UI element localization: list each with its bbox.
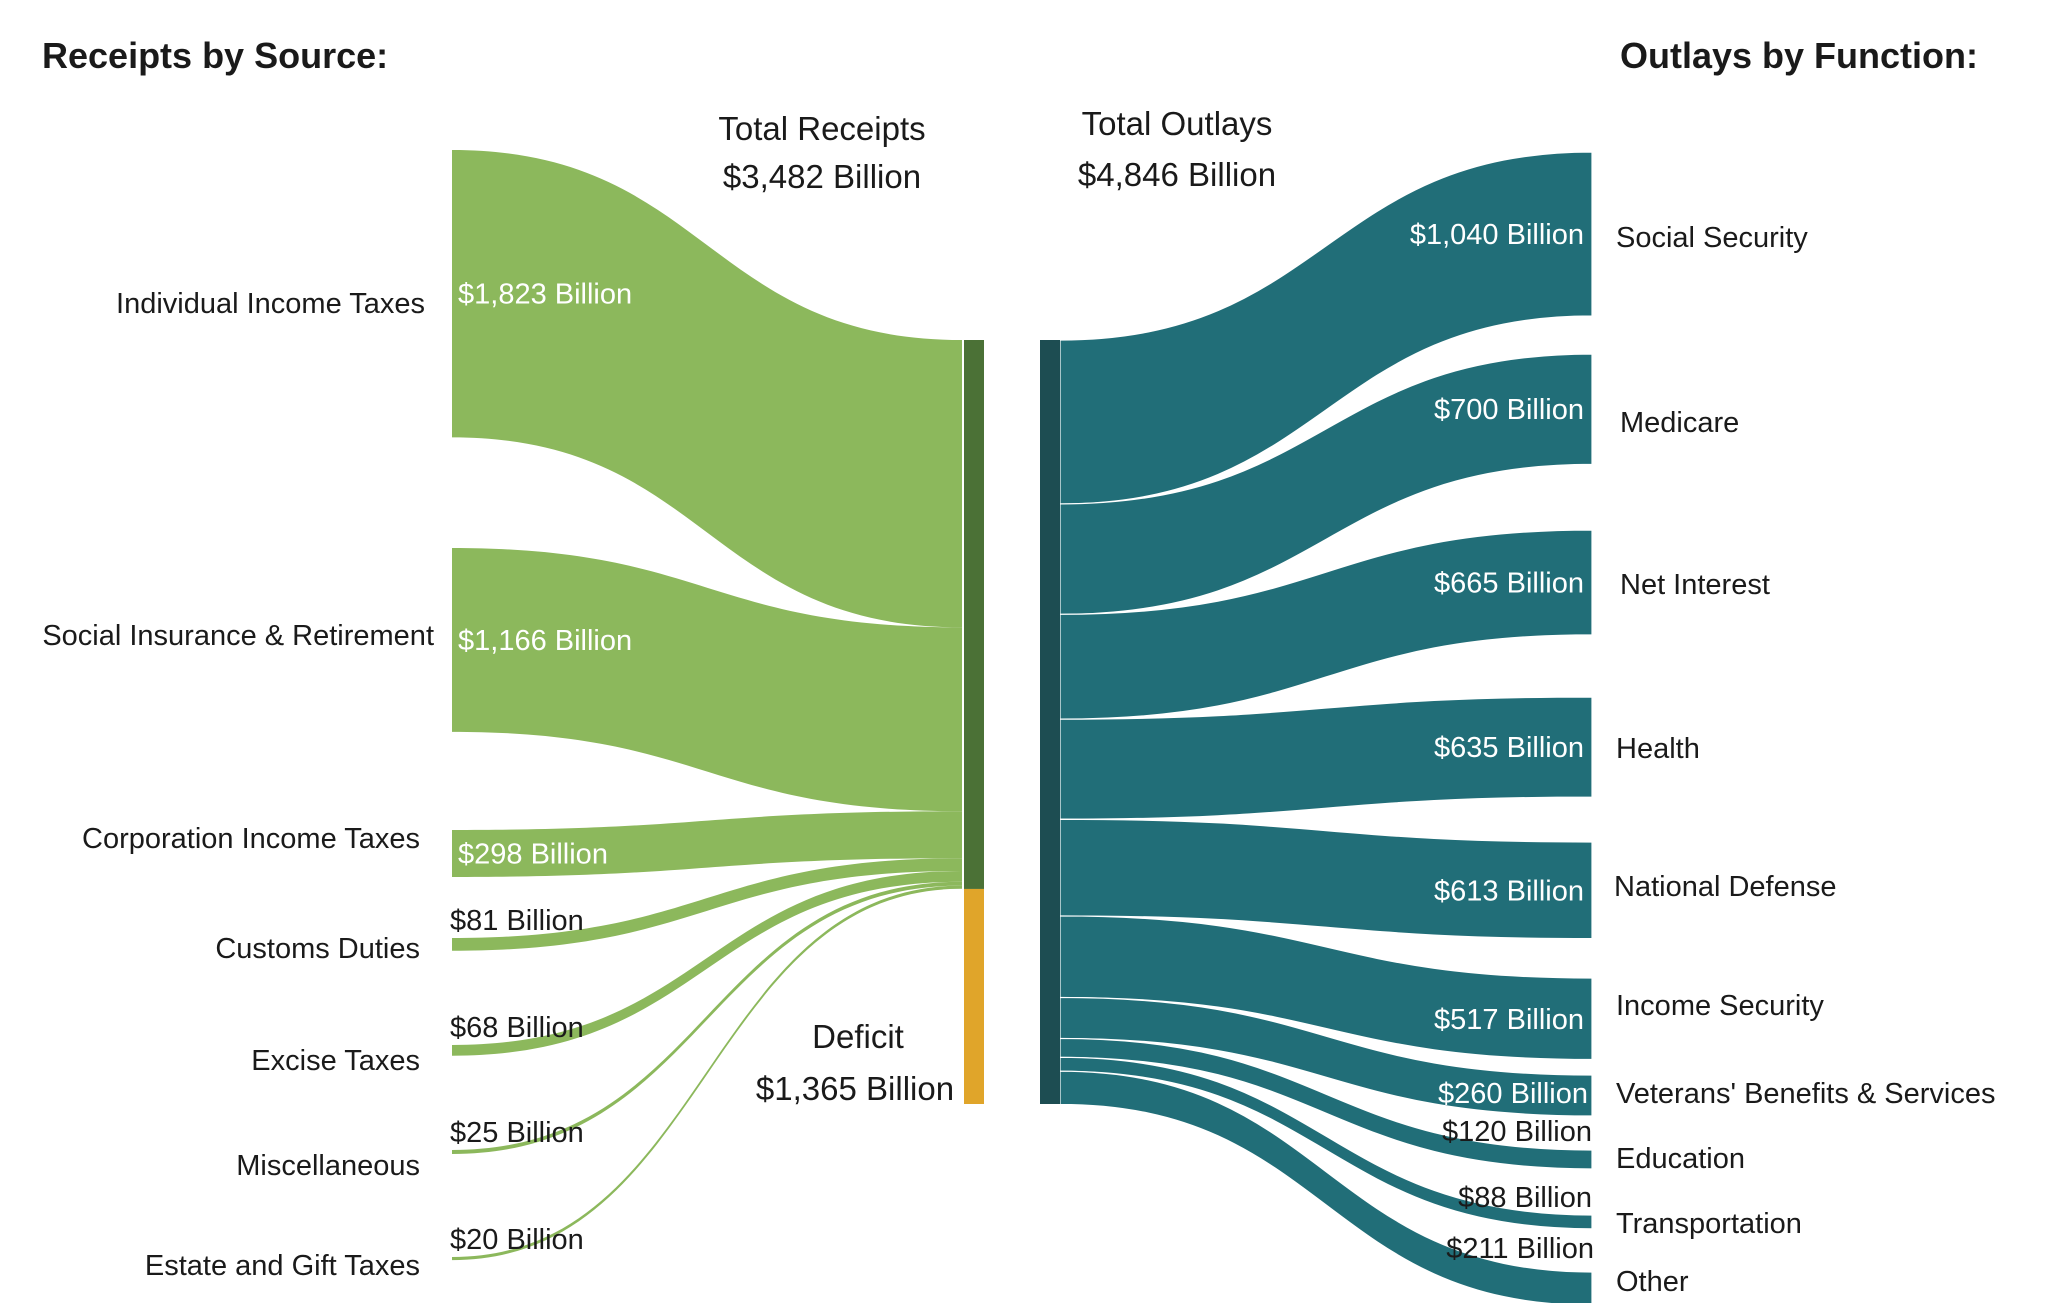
total-receipts-value: $3,482 Billion xyxy=(723,158,921,195)
outlay-flow-veterans-benefits-services xyxy=(1059,996,1593,1117)
receipt-name-customs-duties: Customs Duties xyxy=(215,933,420,965)
receipt-name-corporation-income-taxes: Corporation Income Taxes xyxy=(82,823,420,855)
outlay-name-education: Education xyxy=(1616,1143,1745,1175)
receipt-name-estate-and-gift-taxes: Estate and Gift Taxes xyxy=(145,1250,420,1282)
outlay-flow-income-security xyxy=(1059,915,1593,1061)
receipt-name-excise-taxes: Excise Taxes xyxy=(251,1045,420,1077)
outlay-name-other: Other xyxy=(1616,1266,1689,1298)
outlay-value-other: $211 Billion xyxy=(1446,1233,1594,1265)
outlay-value-national-defense: $613 Billion xyxy=(1434,875,1584,907)
receipt-flow-miscellaneous xyxy=(452,881,962,1154)
receipt-value-customs-duties: $81 Billion xyxy=(450,905,584,937)
deficit-bar xyxy=(964,888,984,1104)
deficit-value: $1,365 Billion xyxy=(756,1070,954,1107)
outlay-flow-social-security xyxy=(1059,151,1593,505)
outlay-flow-health xyxy=(1059,696,1593,820)
receipt-flow-social-insurance-retirement xyxy=(452,548,962,812)
receipt-value-excise-taxes: $68 Billion xyxy=(450,1012,584,1044)
outlay-value-transportation: $88 Billion xyxy=(1458,1182,1592,1214)
receipt-value-corporation-income-taxes: $298 Billion xyxy=(458,838,608,870)
receipt-flow-corporation-income-taxes xyxy=(452,811,962,877)
outlay-value-income-security: $517 Billion xyxy=(1434,1004,1584,1036)
receipt-value-individual-income-taxes: $1,823 Billion xyxy=(458,279,632,311)
outlay-flow-education xyxy=(1059,1037,1593,1170)
outlay-name-veterans-benefits-services: Veterans' Benefits & Services xyxy=(1616,1078,1996,1110)
receipt-flow-customs-duties xyxy=(452,858,962,951)
outlay-flow-other xyxy=(1059,1070,1593,1303)
labels-layer: Individual Income Taxes $1,823 Billion Soc… xyxy=(42,219,1995,1298)
total-outlays-label: Total Outlays xyxy=(1082,105,1273,142)
receipt-value-miscellaneous: $25 Billion xyxy=(450,1117,584,1149)
outlays-header: Outlays by Function: xyxy=(1620,35,1978,76)
outlay-name-income-security: Income Security xyxy=(1616,990,1824,1022)
outlay-name-medicare: Medicare xyxy=(1620,407,1739,439)
outlay-name-social-security: Social Security xyxy=(1616,222,1808,254)
receipts-header: Receipts by Source: xyxy=(42,35,388,76)
outlay-value-social-security: $1,040 Billion xyxy=(1410,219,1584,251)
total-outlays-bar xyxy=(1040,340,1060,1104)
total-receipts-label: Total Receipts xyxy=(718,110,925,147)
outlay-flow-national-defense xyxy=(1059,818,1593,940)
outlay-flow-transportation xyxy=(1059,1056,1593,1230)
receipt-flow-individual-income-taxes xyxy=(452,150,962,628)
total-outlays-value: $4,846 Billion xyxy=(1078,156,1276,193)
receipt-flow-estate-and-gift-taxes xyxy=(452,885,962,1261)
outlay-value-education: $120 Billion xyxy=(1442,1116,1592,1148)
total-receipts-bar xyxy=(964,340,984,889)
bars-layer xyxy=(964,340,1060,1104)
receipt-name-miscellaneous: Miscellaneous xyxy=(236,1150,420,1182)
receipt-name-social-insurance-retirement: Social Insurance & Retirement xyxy=(42,620,434,652)
outlay-name-national-defense: National Defense xyxy=(1614,871,1836,903)
receipt-value-estate-and-gift-taxes: $20 Billion xyxy=(450,1224,584,1256)
deficit-label: Deficit xyxy=(812,1018,904,1055)
flows-layer xyxy=(452,150,1593,1303)
receipt-value-social-insurance-retirement: $1,166 Billion xyxy=(458,625,632,657)
outlay-value-medicare: $700 Billion xyxy=(1434,394,1584,426)
receipt-flow-excise-taxes xyxy=(452,870,962,1056)
outlay-name-health: Health xyxy=(1616,733,1700,765)
outlay-flow-net-interest xyxy=(1059,529,1593,720)
outlay-value-veterans-benefits-services: $260 Billion xyxy=(1438,1078,1588,1110)
outlay-name-transportation: Transportation xyxy=(1616,1208,1802,1240)
outlay-value-health: $635 Billion xyxy=(1434,732,1584,764)
receipt-name-individual-income-taxes: Individual Income Taxes xyxy=(116,288,425,320)
outlay-name-net-interest: Net Interest xyxy=(1620,569,1770,601)
outlay-flow-medicare xyxy=(1059,353,1593,615)
outlay-value-net-interest: $665 Billion xyxy=(1434,567,1584,599)
